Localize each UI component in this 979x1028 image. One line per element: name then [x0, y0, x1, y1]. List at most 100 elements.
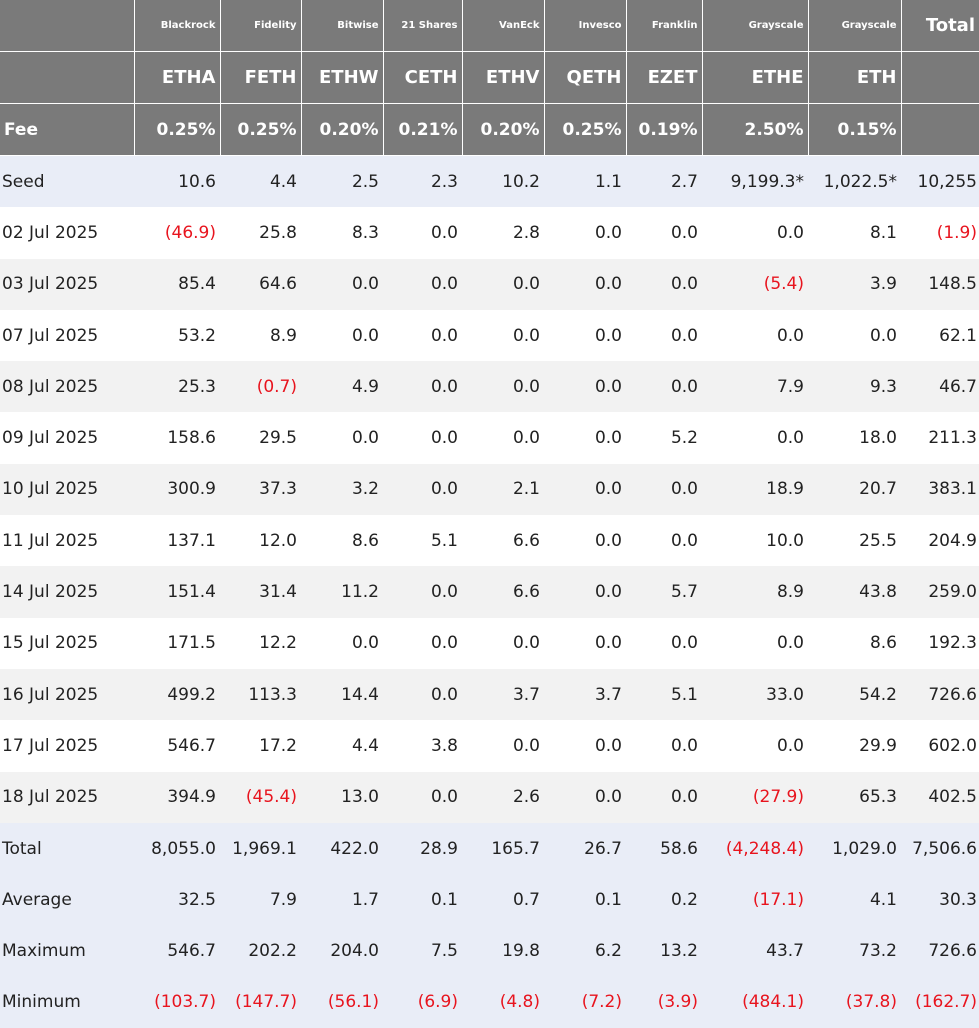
flow-value-cell: 202.2: [220, 925, 301, 976]
flow-value-cell: 2.7: [626, 156, 702, 208]
flow-value-cell: 0.0: [301, 412, 383, 463]
flow-value-cell: 13.0: [301, 772, 383, 823]
row-total-cell: 46.7: [901, 361, 979, 412]
flow-value-cell: 0.0: [626, 310, 702, 361]
flow-value-cell: 0.0: [383, 310, 462, 361]
ticker-header-cell: [901, 52, 979, 104]
flow-value-cell: 0.0: [544, 259, 626, 310]
row-total-cell: 62.1: [901, 310, 979, 361]
row-total-cell: 192.3: [901, 618, 979, 669]
flow-value-cell: 5.1: [383, 515, 462, 566]
flow-value-cell: (103.7): [134, 977, 220, 1028]
flow-value-cell: 26.7: [544, 823, 626, 874]
flow-value-cell: 0.0: [626, 618, 702, 669]
flow-value-cell: 0.0: [462, 310, 544, 361]
flow-value-cell: 37.3: [220, 464, 301, 515]
fee-header-cell: 0.25%: [220, 104, 301, 156]
flow-value-cell: 12.2: [220, 618, 301, 669]
row-total-cell: 211.3: [901, 412, 979, 463]
flow-value-cell: (7.2): [544, 977, 626, 1028]
flow-value-cell: 25.8: [220, 207, 301, 258]
flow-value-cell: 11.2: [301, 566, 383, 617]
flow-value-cell: 54.2: [808, 669, 901, 720]
flow-value-cell: 13.2: [626, 925, 702, 976]
flow-value-cell: 394.9: [134, 772, 220, 823]
flow-value-cell: 137.1: [134, 515, 220, 566]
flow-value-cell: 0.0: [383, 464, 462, 515]
flow-value-cell: 6.6: [462, 515, 544, 566]
fee-header-cell: 0.25%: [134, 104, 220, 156]
flow-value-cell: 5.2: [626, 412, 702, 463]
flow-value-cell: 32.5: [134, 874, 220, 925]
flow-value-cell: 2.3: [383, 156, 462, 208]
ticker-header-cell: EZET: [626, 52, 702, 104]
row-label: 02 Jul 2025: [0, 207, 134, 258]
flow-value-cell: 499.2: [134, 669, 220, 720]
flow-value-cell: 33.0: [702, 669, 808, 720]
flow-value-cell: 25.3: [134, 361, 220, 412]
flow-value-cell: 0.0: [462, 412, 544, 463]
flow-value-cell: 28.9: [383, 823, 462, 874]
ticker-header-cell: CETH: [383, 52, 462, 104]
flow-value-cell: 0.0: [702, 310, 808, 361]
flow-value-cell: 546.7: [134, 925, 220, 976]
flow-value-cell: 53.2: [134, 310, 220, 361]
flow-value-cell: 29.5: [220, 412, 301, 463]
flow-value-cell: 0.0: [626, 515, 702, 566]
total-header-cell: Total: [901, 0, 979, 52]
flow-value-cell: 0.0: [383, 772, 462, 823]
row-label: Average: [0, 874, 134, 925]
flow-value-cell: 4.1: [808, 874, 901, 925]
flow-value-cell: 0.1: [383, 874, 462, 925]
flow-value-cell: 8.6: [808, 618, 901, 669]
flow-value-cell: 165.7: [462, 823, 544, 874]
flow-value-cell: 6.6: [462, 566, 544, 617]
flow-value-cell: 1,969.1: [220, 823, 301, 874]
fee-label: Fee: [0, 104, 134, 156]
flow-value-cell: 0.0: [544, 464, 626, 515]
flow-value-cell: 151.4: [134, 566, 220, 617]
flow-value-cell: 0.0: [383, 412, 462, 463]
flow-value-cell: (147.7): [220, 977, 301, 1028]
flow-value-cell: 204.0: [301, 925, 383, 976]
flow-value-cell: (4,248.4): [702, 823, 808, 874]
issuer-header-cell: Bitwise: [301, 0, 383, 52]
flow-value-cell: 2.1: [462, 464, 544, 515]
row-label: Maximum: [0, 925, 134, 976]
flow-value-cell: 8,055.0: [134, 823, 220, 874]
flow-value-cell: (46.9): [134, 207, 220, 258]
flow-value-cell: 6.2: [544, 925, 626, 976]
flow-value-cell: 64.6: [220, 259, 301, 310]
flow-value-cell: 4.9: [301, 361, 383, 412]
row-label: Minimum: [0, 977, 134, 1028]
issuer-header-cell: 21 Shares: [383, 0, 462, 52]
flow-value-cell: 8.6: [301, 515, 383, 566]
row-total-cell: (162.7): [901, 977, 979, 1028]
fee-header-row: Fee 0.25% 0.25% 0.20% 0.21% 0.20% 0.25% …: [0, 104, 979, 156]
flow-value-cell: 546.7: [134, 720, 220, 771]
ticker-header-cell: QETH: [544, 52, 626, 104]
row-label: 07 Jul 2025: [0, 310, 134, 361]
flow-value-cell: 8.1: [808, 207, 901, 258]
flow-value-cell: 0.0: [626, 259, 702, 310]
flow-value-cell: 9.3: [808, 361, 901, 412]
flow-value-cell: 8.3: [301, 207, 383, 258]
ticker-header-row: ETHA FETH ETHW CETH ETHV QETH EZET ETHE …: [0, 52, 979, 104]
flow-value-cell: 2.8: [462, 207, 544, 258]
flow-value-cell: 25.5: [808, 515, 901, 566]
flow-value-cell: 0.0: [462, 259, 544, 310]
flow-value-cell: 12.0: [220, 515, 301, 566]
row-label: 11 Jul 2025: [0, 515, 134, 566]
issuer-header-cell: Blackrock: [134, 0, 220, 52]
flow-value-cell: 0.0: [702, 618, 808, 669]
flow-value-cell: 10.2: [462, 156, 544, 208]
flow-value-cell: 0.0: [544, 566, 626, 617]
flow-value-cell: 0.0: [544, 412, 626, 463]
